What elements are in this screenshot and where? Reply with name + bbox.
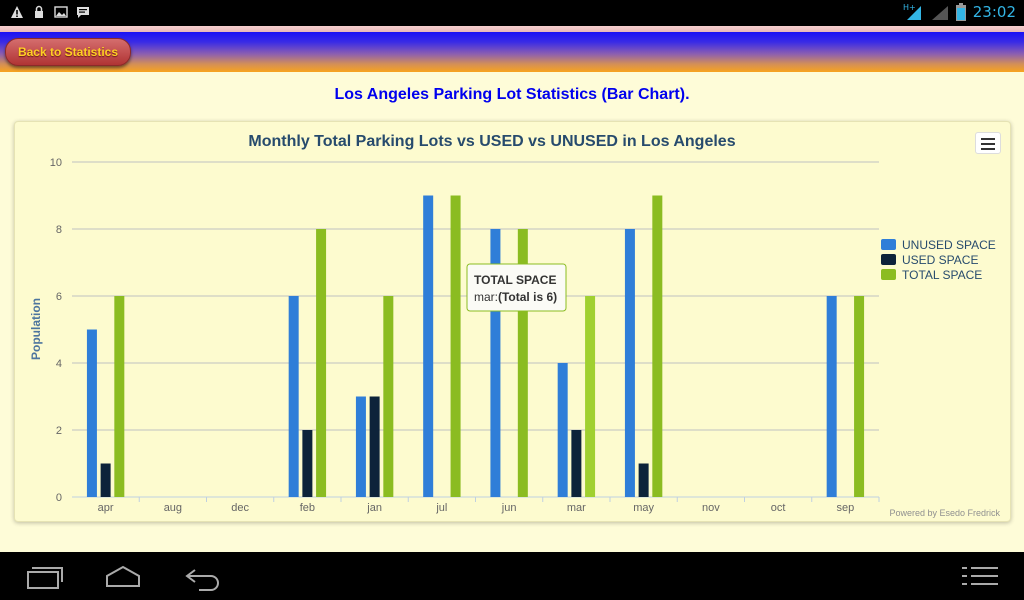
x-tick-label: nov xyxy=(702,502,720,514)
home-icon[interactable] xyxy=(101,560,145,592)
x-tick-label: jan xyxy=(366,502,382,514)
back-to-statistics-button[interactable]: Back to Statistics xyxy=(5,38,131,66)
hamburger-icon xyxy=(981,138,995,140)
legend-item: UNUSED SPACE xyxy=(902,238,996,252)
legend-swatch xyxy=(881,254,896,265)
legend-swatch xyxy=(881,239,896,250)
warning-icon xyxy=(11,6,23,18)
x-tick-label: sep xyxy=(837,502,855,514)
bar-total-space-jun xyxy=(517,229,528,497)
x-tick-label: jul xyxy=(435,502,447,514)
bar-unused-space-jan xyxy=(355,396,366,497)
y-tick-label: 2 xyxy=(56,425,62,437)
legend-item: TOTAL SPACE xyxy=(902,268,982,282)
bar-unused-space-sep xyxy=(826,296,837,497)
bar-total-space-jul xyxy=(450,195,461,497)
y-tick-label: 0 xyxy=(56,492,62,504)
menu-icon[interactable] xyxy=(958,560,1002,592)
chart-tooltip: TOTAL SPACE mar:(Total is 6) xyxy=(466,263,567,312)
page-title: Los Angeles Parking Lot Statistics (Bar … xyxy=(334,86,690,103)
chart-credits[interactable]: Powered by Esedo Fredrick xyxy=(889,508,1000,518)
message-icon xyxy=(77,7,89,18)
y-tick-label: 6 xyxy=(56,291,62,303)
bar-total-space-sep xyxy=(854,296,865,497)
x-tick-label: mar xyxy=(567,502,586,514)
y-tick-label: 4 xyxy=(56,358,62,370)
tooltip-box xyxy=(466,263,567,312)
bar-total-space-mar xyxy=(585,296,596,497)
x-tick-label: apr xyxy=(98,502,114,514)
bar-total-space-may xyxy=(652,195,663,497)
recent-apps-icon[interactable] xyxy=(22,560,66,592)
header-strip xyxy=(0,26,1024,32)
bar-total-space-apr xyxy=(114,296,125,497)
bar-unused-space-feb xyxy=(288,296,299,497)
bar-unused-space-jul xyxy=(423,195,434,497)
status-bar: H+ 23:02 xyxy=(0,0,1024,26)
chart-bars xyxy=(86,195,865,497)
svg-text:H+: H+ xyxy=(903,3,916,12)
x-tick-label: oct xyxy=(771,502,786,514)
back-icon[interactable] xyxy=(181,560,225,592)
clock: 23:02 xyxy=(972,3,1016,21)
x-tick-label: jun xyxy=(501,502,517,514)
y-axis-label: Population xyxy=(29,298,43,360)
y-tick-label: 10 xyxy=(50,157,62,169)
x-tick-label: feb xyxy=(300,502,315,514)
bar-used-space-apr xyxy=(100,463,111,497)
y-tick-label: 8 xyxy=(56,224,62,236)
y-axis-ticks: 0 2 4 6 8 10 xyxy=(50,157,62,504)
chart-menu-button[interactable] xyxy=(975,132,1001,154)
chart-title: Monthly Total Parking Lots vs USED vs UN… xyxy=(248,133,735,150)
navigation-bar xyxy=(0,552,1024,600)
signal-icon xyxy=(931,6,948,20)
x-axis-ticks: apr aug dec feb jan jul jun mar may nov oct sep xyxy=(72,496,880,514)
tooltip-value: mar:(Total is 6) xyxy=(474,290,557,304)
legend-item: USED SPACE xyxy=(902,253,978,267)
bar-chart: Monthly Total Parking Lots vs USED vs UN… xyxy=(29,133,1000,518)
bar-used-space-jan xyxy=(369,396,380,497)
legend-swatch xyxy=(881,269,896,280)
tooltip-series: TOTAL SPACE xyxy=(474,273,556,287)
bar-used-space-feb xyxy=(302,430,313,497)
signal-icon: H+ xyxy=(903,3,921,20)
battery-icon xyxy=(955,3,966,21)
bar-used-space-mar xyxy=(571,430,582,497)
chart-grid xyxy=(72,161,879,498)
x-tick-label: may xyxy=(633,502,654,514)
bar-unused-space-mar xyxy=(557,363,568,497)
chart-container: Monthly Total Parking Lots vs USED vs UN… xyxy=(14,121,1011,522)
bar-total-space-feb xyxy=(316,229,327,497)
x-tick-label: aug xyxy=(164,502,182,514)
bar-unused-space-may xyxy=(624,229,635,497)
bar-unused-space-apr xyxy=(86,329,97,497)
app-header: Back to Statistics xyxy=(0,32,1024,72)
bar-used-space-may xyxy=(638,463,649,497)
lock-icon xyxy=(35,5,43,18)
image-icon xyxy=(54,6,68,18)
bar-unused-space-jun xyxy=(490,229,501,497)
bar-total-space-jan xyxy=(383,296,394,497)
x-tick-label: dec xyxy=(231,502,249,514)
